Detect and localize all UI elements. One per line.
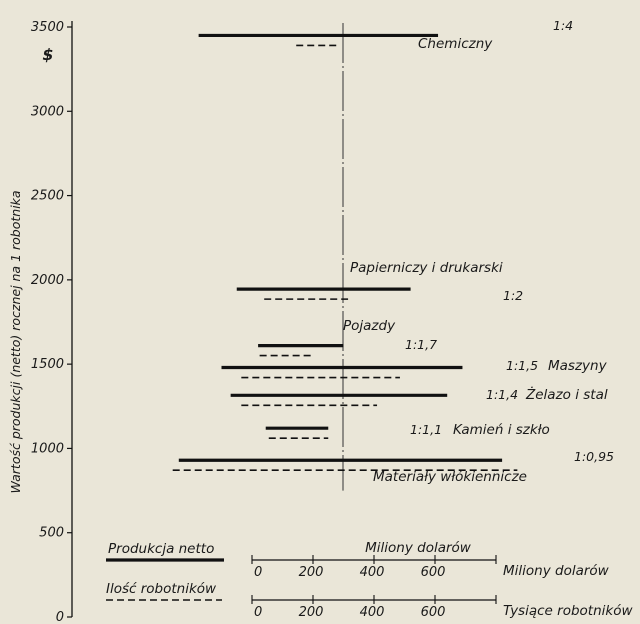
industry-ratio: 1:2 — [503, 288, 523, 303]
y-axis-title: Wartość produkcji (netto) rocznej na 1 r… — [8, 190, 23, 493]
scale-tick-label: 0 — [254, 565, 262, 580]
y-tick-label: 2500 — [31, 189, 64, 204]
legend-net-production-label: Produkcja netto — [108, 541, 214, 557]
scale-tick-label: 400 — [360, 605, 385, 620]
industry-name: Papierniczy i drukarski — [350, 260, 503, 276]
scale-tick-label: 200 — [299, 605, 324, 620]
industry-name: Materiały włókiennicze — [373, 469, 527, 485]
scale-tick-label: 600 — [421, 565, 446, 580]
industry-name: Pojazdy — [343, 318, 396, 334]
industry-name: Żelazo i stal — [525, 385, 608, 403]
industry-ratio: 1:1,7 — [405, 337, 437, 352]
industry-ratio: 1:4 — [553, 18, 573, 33]
y-tick-label: 3000 — [31, 104, 64, 119]
scale-tick-label: 200 — [299, 565, 324, 580]
y-tick-label: 2000 — [31, 273, 64, 288]
scale-tick-label: 0 — [254, 605, 262, 620]
industry-ratio: 1:1,1 — [410, 422, 442, 437]
y-tick-label: 1500 — [31, 357, 64, 372]
legend-workers-label: Ilość robotników — [106, 581, 217, 597]
y-tick-label: 3500 — [31, 20, 64, 35]
scale-title: Miliony dolarów — [365, 540, 472, 556]
scale-tick-label: 400 — [360, 565, 385, 580]
y-axis: 3500 3000 2500 2000 1500 1000 500 0 $ Wartość pro… — [8, 20, 73, 624]
scale-tick-label: 600 — [421, 605, 446, 620]
industry-name: Kamień i szkło — [453, 422, 550, 438]
industry-name: Chemiczny — [418, 36, 493, 52]
scale-unit-label: Tysiące robotników — [503, 603, 633, 619]
bars — [172, 33, 518, 472]
y-tick-label: 1000 — [31, 441, 64, 456]
industry-ratio: 1:1,5 — [506, 358, 538, 373]
legend: Produkcja netto Ilość robotników 0 200 400 60… — [106, 540, 633, 620]
y-tick-label: 0 — [56, 610, 64, 624]
industry-ratio: 1:0,95 — [574, 449, 614, 464]
industry-ratio: 1:1,4 — [486, 387, 518, 402]
y-tick-label: 500 — [39, 526, 64, 541]
industry-name: Maszyny — [548, 358, 608, 374]
y-unit-label: $ — [42, 45, 53, 64]
scale-unit-label: Miliony dolarów — [503, 563, 610, 579]
